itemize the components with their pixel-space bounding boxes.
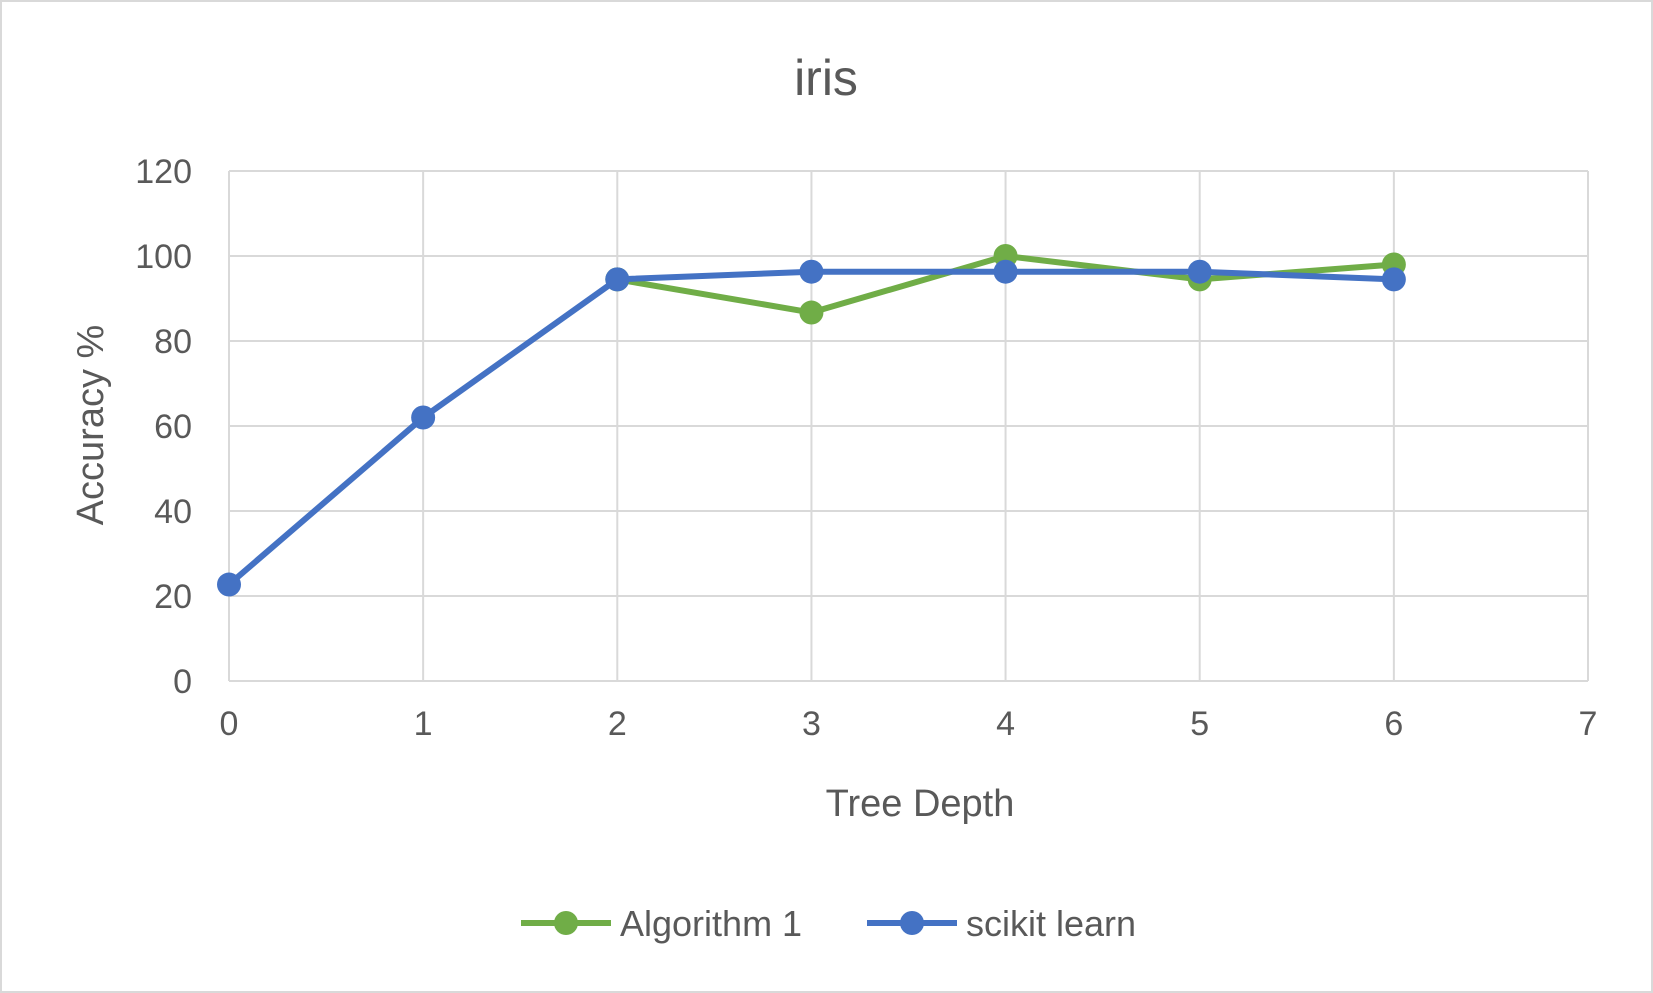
- chart-title: iris: [794, 50, 858, 106]
- y-tick-labels: 0 20 40 60 80 100 120: [135, 153, 192, 701]
- y-tick-label: 100: [135, 238, 192, 276]
- x-tick-label: 0: [220, 705, 239, 743]
- legend-item: Algorithm 1: [521, 903, 802, 944]
- data-point: [1381, 267, 1406, 292]
- data-point: [217, 572, 241, 597]
- y-tick-label: 80: [154, 323, 192, 361]
- x-tick-label: 5: [1190, 705, 1209, 743]
- x-axis-title: Tree Depth: [826, 783, 1015, 825]
- series-layer: [217, 244, 1406, 597]
- data-point: [799, 300, 824, 325]
- gridlines: [228, 170, 1589, 682]
- legend-label: Algorithm 1: [620, 903, 802, 944]
- data-point: [799, 259, 824, 284]
- legend-label: scikit learn: [966, 903, 1136, 944]
- series-1: [217, 259, 1406, 597]
- data-point: [605, 267, 630, 292]
- legend-marker: [554, 911, 578, 935]
- y-tick-label: 0: [173, 663, 192, 701]
- data-point: [993, 259, 1018, 284]
- legend: Algorithm 1 scikit learn: [521, 903, 1136, 944]
- legend-marker: [900, 911, 924, 935]
- data-point: [1187, 259, 1212, 284]
- x-tick-labels: 0 1 2 3 4 5 6 7: [220, 705, 1598, 743]
- x-tick-label: 3: [802, 705, 821, 743]
- y-tick-label: 40: [154, 493, 192, 531]
- y-axis-title: Accuracy %: [70, 325, 112, 526]
- data-point: [411, 405, 436, 430]
- y-tick-label: 20: [154, 578, 192, 616]
- x-tick-label: 7: [1579, 705, 1598, 743]
- x-tick-label: 4: [996, 705, 1015, 743]
- x-tick-label: 1: [414, 705, 433, 743]
- x-tick-label: 6: [1384, 705, 1403, 743]
- y-tick-label: 120: [135, 153, 192, 191]
- legend-item: scikit learn: [867, 903, 1136, 944]
- y-tick-label: 60: [154, 408, 192, 446]
- x-tick-label: 2: [608, 705, 627, 743]
